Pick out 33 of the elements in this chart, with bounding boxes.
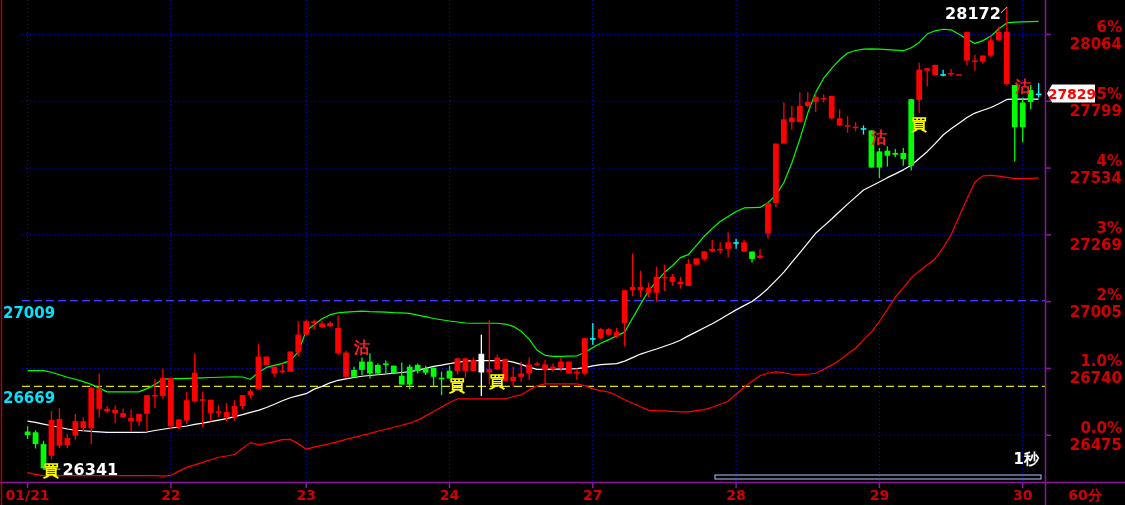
y-tick-label: 26740 (1069, 369, 1122, 388)
x-tick-label: 01/21 (5, 487, 50, 503)
y-tick-label: 27799 (1069, 102, 1122, 121)
annotation: 買 (449, 376, 466, 396)
y-tick-label: 27269 (1069, 235, 1122, 254)
y-tick-label: 26475 (1069, 436, 1122, 455)
y2-tick-label: 2% (1096, 285, 1122, 304)
x-tick-label: 27 (583, 487, 603, 503)
x-tick-label: 29 (869, 487, 890, 503)
y2-tick-label: 3% (1096, 218, 1122, 237)
x-tick-label: 28 (726, 487, 746, 503)
y2-tick-label: 4% (1096, 152, 1122, 171)
x-tick-label: 30 (1012, 487, 1033, 503)
y-tick-label: 27534 (1069, 169, 1122, 188)
x-tick-label: 24 (439, 487, 460, 503)
annotation: 1秒 (1013, 450, 1040, 468)
annotation: 沽 (1014, 77, 1031, 97)
y2-tick-label: 0.0% (1080, 419, 1122, 438)
annotation: 26341 (62, 460, 119, 480)
annotation: 買 (489, 371, 506, 391)
high-label: 28172 (945, 4, 1008, 24)
y2-tick-label: 5% (1096, 85, 1122, 104)
y-tick-label: 27005 (1069, 302, 1122, 321)
ref-line-label: 26669 (3, 389, 56, 408)
x-tick-label: 22 (161, 487, 181, 503)
y-tick-label: 28064 (1069, 35, 1122, 54)
x-tick-label: 23 (296, 487, 316, 503)
ref-line: 27009 (3, 299, 1046, 322)
annotation: 沽 (353, 337, 370, 357)
ref-line-label: 27009 (3, 303, 56, 322)
x-axis-title: 60分 (1068, 487, 1103, 503)
y2-tick-label: 6% (1096, 18, 1122, 37)
y2-tick-label: 1.0% (1080, 352, 1122, 371)
